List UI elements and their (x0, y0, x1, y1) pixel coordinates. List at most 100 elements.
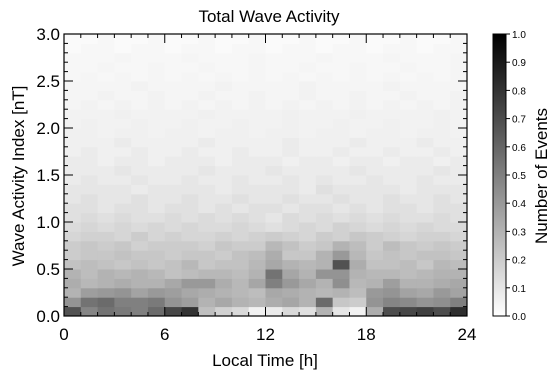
heatmap-cell (450, 297, 468, 308)
heatmap-cell (332, 81, 350, 91)
heatmap-cell (164, 109, 183, 120)
heatmap-cell (198, 137, 216, 148)
heatmap-cell (366, 99, 384, 110)
heatmap-cell (215, 99, 233, 110)
heatmap-cell (366, 203, 384, 214)
heatmap-cell (80, 156, 99, 167)
heatmap-cell (114, 62, 132, 73)
heatmap-cell (399, 240, 418, 251)
heatmap-cell (332, 52, 350, 63)
heatmap-cell (332, 212, 350, 223)
heatmap-cell (80, 52, 99, 63)
heatmap-cell (416, 52, 434, 63)
heatmap-cell (299, 250, 317, 261)
heatmap-cell (80, 146, 99, 157)
heatmap-cell (332, 99, 350, 110)
heatmap-cell (416, 34, 434, 44)
heatmap-cell (181, 165, 199, 176)
heatmap-cell (349, 259, 367, 270)
heatmap-cell (433, 43, 451, 54)
heatmap-cell (181, 62, 199, 73)
heatmap-cell (248, 109, 266, 120)
heatmap-cell (416, 43, 434, 54)
heatmap-cell (265, 81, 283, 91)
heatmap-cell (299, 146, 317, 157)
heatmap-cell (64, 240, 82, 251)
heatmap-cell (114, 184, 132, 195)
heatmap-cell (80, 90, 99, 101)
y-tick-label: 3.0 (36, 25, 60, 44)
heatmap-cell (366, 212, 384, 223)
heatmap-cell (383, 62, 401, 73)
x-tick-label: 18 (357, 325, 376, 344)
heatmap-cell (315, 52, 334, 63)
heatmap-cell (265, 128, 283, 138)
heatmap-cell (450, 250, 468, 261)
heatmap-cell (64, 109, 82, 120)
heatmap-cell (315, 259, 334, 270)
heatmap-cell (97, 259, 115, 270)
heatmap-cell (164, 259, 183, 270)
heatmap-cell (64, 156, 82, 167)
heatmap-cell (198, 184, 216, 195)
heatmap-cell (366, 193, 384, 204)
colorbar (492, 33, 507, 317)
heatmap-cell (215, 118, 233, 129)
heatmap-cell (366, 52, 384, 63)
heatmap-cell (131, 184, 149, 195)
heatmap-cell (64, 287, 82, 298)
heatmap-cell (265, 90, 283, 101)
heatmap-cell (332, 269, 350, 279)
x-tick-label: 12 (256, 325, 275, 344)
heatmap-cell (198, 212, 216, 223)
heatmap-cell (164, 184, 183, 195)
heatmap-cell (64, 259, 82, 270)
heatmap-cell (315, 193, 334, 204)
heatmap-cell (315, 165, 334, 176)
heatmap-cell (299, 212, 317, 223)
heatmap-cell (282, 146, 300, 157)
heatmap-cell (215, 109, 233, 120)
heatmap-cell (164, 175, 183, 185)
heatmap-cell (332, 156, 350, 167)
heatmap-cell (416, 128, 434, 138)
heatmap-cell (265, 231, 283, 242)
heatmap-cell (198, 90, 216, 101)
heatmap-cell (265, 99, 283, 110)
heatmap-cell (147, 203, 166, 214)
heatmap-cell (80, 34, 99, 44)
heatmap-cell (416, 109, 434, 120)
heatmap-cell (114, 259, 132, 270)
heatmap-cell (231, 184, 250, 195)
heatmap-cell (349, 81, 367, 91)
heatmap-cell (399, 99, 418, 110)
heatmap-cell (198, 43, 216, 54)
heatmap-cell (97, 43, 115, 54)
heatmap-cell (450, 278, 468, 289)
colorbar-tick-label: 0.3 (512, 227, 526, 238)
heatmap-cell (97, 175, 115, 185)
heatmap-cell (147, 118, 166, 129)
heatmap-cell (114, 250, 132, 261)
colorbar-tick-label: 1.0 (512, 30, 526, 41)
heatmap-cell (299, 62, 317, 73)
heatmap-cell (97, 128, 115, 138)
heatmap-cell (80, 137, 99, 148)
heatmap-cell (299, 118, 317, 129)
heatmap-cell (114, 297, 132, 308)
heatmap-cell (164, 212, 183, 223)
heatmap-cell (248, 128, 266, 138)
heatmap-cell (80, 62, 99, 73)
heatmap-cell (215, 250, 233, 261)
heatmap-cell (231, 287, 250, 298)
heatmap-cell (349, 269, 367, 279)
heatmap-cell (181, 90, 199, 101)
heatmap-cell (383, 137, 401, 148)
heatmap-cell (416, 118, 434, 129)
heatmap-cell (248, 193, 266, 204)
heatmap-cell (416, 231, 434, 242)
heatmap-cell (64, 52, 82, 63)
heatmap-cell (299, 184, 317, 195)
heatmap-cell (450, 193, 468, 204)
heatmap-cell (433, 287, 451, 298)
